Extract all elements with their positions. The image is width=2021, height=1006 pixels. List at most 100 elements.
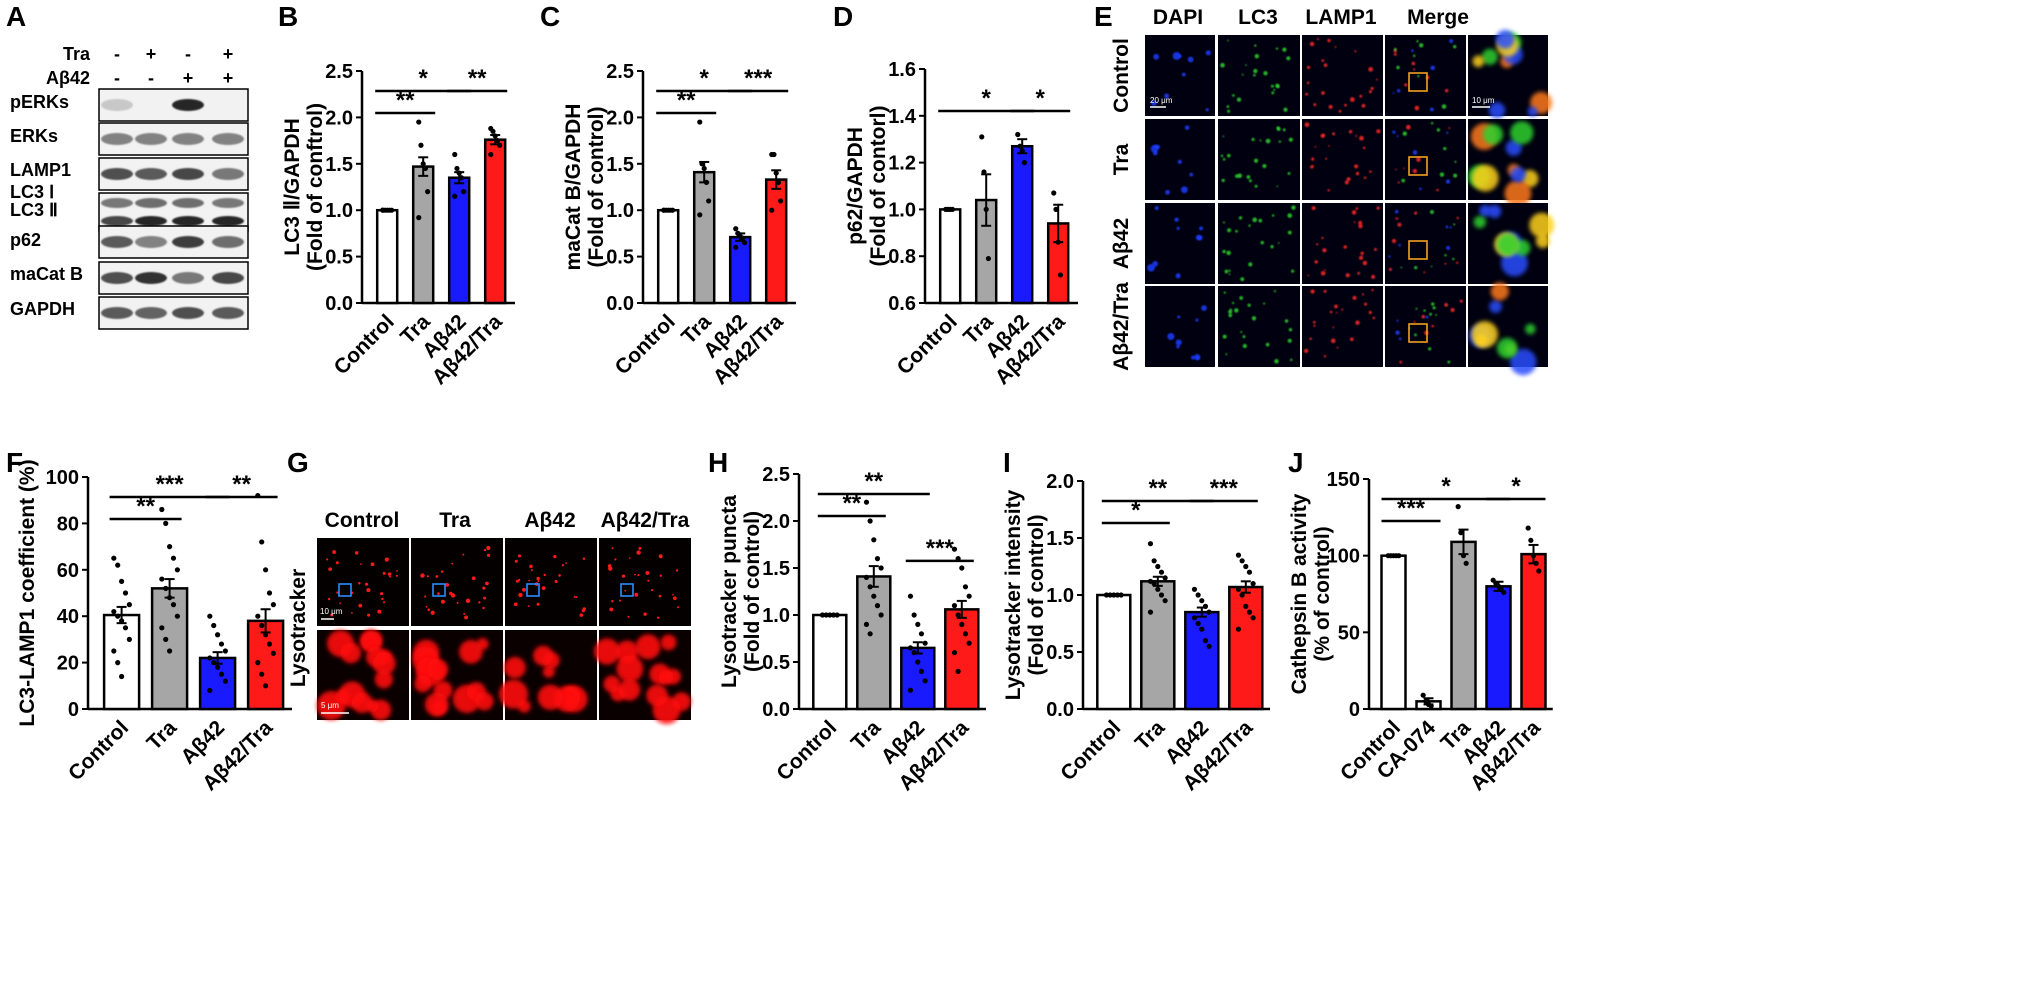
data-point — [979, 134, 985, 140]
bar-Aβ42 — [900, 646, 936, 711]
data-point — [699, 161, 705, 167]
fluorescent-signal — [1348, 129, 1353, 134]
column-header: Tra — [439, 509, 471, 532]
fluorescent-signal — [1509, 348, 1537, 376]
data-point — [163, 636, 169, 643]
column-header: Control — [325, 509, 400, 532]
lysosome-zoom-blob — [660, 634, 677, 651]
fluorescent-signal — [1322, 248, 1327, 253]
y-tick-label: 2.0 — [325, 107, 353, 129]
fluorescent-signal — [1313, 324, 1316, 327]
lysotracker-image — [411, 538, 503, 626]
fluorescent-signal — [1282, 47, 1287, 52]
fluorescent-signal — [1316, 243, 1319, 246]
lysosome-puncta — [486, 545, 491, 551]
fluorescent-signal — [1402, 131, 1408, 136]
data-point — [159, 506, 165, 513]
lysosome-zoom-blob — [603, 675, 621, 693]
fluorescent-signal — [1220, 154, 1224, 158]
lysosome-puncta — [659, 574, 662, 577]
data-point — [270, 650, 276, 656]
bar-chart-I: I 0.0 0.5 1.0 1.5 2.0 Lysotracker intensity (Fo… — [1002, 447, 1270, 795]
fluorescent-signal — [1392, 130, 1396, 134]
fluorescent-signal — [1248, 224, 1251, 227]
y-tick-label: 100 — [1327, 546, 1360, 568]
fluorescent-signal — [1291, 269, 1295, 273]
fluorescent-signal — [1323, 354, 1327, 358]
blot-label: p62 — [10, 230, 41, 250]
lysosome-puncta — [332, 550, 337, 554]
data-point — [1246, 609, 1253, 615]
fluorescent-signal — [1225, 353, 1228, 356]
y-tick-label: 0.8 — [888, 246, 916, 268]
lysosome-puncta — [518, 554, 522, 558]
data-point — [907, 687, 914, 693]
treatment-sign: - — [148, 68, 154, 88]
fluorescent-signal — [1235, 229, 1238, 233]
y-axis-label: Lysotracker puncta — [718, 495, 741, 688]
fluorescent-signal — [1395, 217, 1399, 220]
significance-label: *** — [926, 535, 955, 562]
fluorescent-signal — [1176, 344, 1180, 349]
data-point — [163, 520, 169, 527]
fluorescent-signal — [1456, 216, 1459, 220]
fluorescent-signal — [1416, 157, 1421, 162]
lysosome-puncta — [636, 550, 641, 555]
blot-band — [212, 272, 244, 284]
data-point — [126, 602, 132, 608]
fluorescent-signal — [1262, 164, 1267, 169]
data-point — [701, 165, 707, 172]
panel-label-G: G — [287, 447, 309, 478]
microscopy-tile — [1218, 119, 1300, 200]
fluorescent-signal — [1349, 337, 1354, 342]
data-point — [1396, 553, 1402, 559]
lysosome-puncta — [424, 595, 427, 598]
zoom-box — [620, 583, 634, 597]
panel-label-I: I — [1003, 447, 1011, 478]
data-point — [1055, 239, 1061, 245]
fluorescent-signal — [1392, 92, 1395, 94]
fluorescent-signal — [1320, 270, 1326, 276]
fluorescent-signal — [1226, 250, 1231, 256]
lysosome-puncta — [328, 567, 332, 572]
data-point — [159, 576, 165, 582]
lysosome-zoom-blob — [414, 675, 432, 693]
fluorescent-signal — [1355, 134, 1358, 137]
fluorescent-signal — [1362, 260, 1368, 266]
data-point — [222, 678, 228, 684]
fluorescent-signal — [1260, 240, 1265, 245]
data-point — [497, 142, 503, 148]
data-point — [170, 602, 177, 608]
fluorescent-signal — [1482, 124, 1504, 145]
fluorescent-signal — [1395, 168, 1397, 171]
bar-Aβ42/Tra — [1520, 552, 1547, 711]
data-point — [949, 206, 956, 212]
fluorescent-signal — [1303, 348, 1309, 354]
immunofluorescence-panel: DAPI LC3 LAMP1 Merge Control Tra Aβ42 Aβ42/Tra 2… — [1110, 6, 1555, 376]
fluorescent-signal — [1505, 139, 1522, 156]
data-point — [918, 631, 925, 637]
bar-Control — [812, 613, 848, 711]
significance-label: ** — [136, 493, 155, 520]
lysosome-puncta — [614, 558, 617, 561]
panel-label-C: C — [540, 1, 560, 32]
lysosome-puncta — [327, 597, 331, 601]
fluorescent-signal — [1177, 315, 1181, 319]
y-tick-label: 0.5 — [606, 247, 634, 269]
lysosome-puncta — [543, 573, 546, 577]
fluorescent-signal — [1423, 309, 1426, 312]
fluorescent-signal — [1253, 73, 1256, 77]
data-point — [222, 648, 228, 654]
fluorescent-signal — [1445, 225, 1449, 229]
treatment-sign: - — [185, 44, 191, 64]
data-point — [1195, 592, 1201, 598]
y-tick-label: 2.5 — [325, 61, 353, 83]
data-point — [1103, 592, 1110, 598]
data-point — [1202, 603, 1209, 610]
data-point — [915, 659, 921, 665]
fluorescent-signal — [1388, 267, 1392, 271]
blot-band — [135, 216, 167, 226]
fluorescent-signal — [1405, 124, 1411, 130]
fluorescent-signal — [1341, 308, 1344, 311]
lysosome-puncta — [528, 579, 531, 582]
